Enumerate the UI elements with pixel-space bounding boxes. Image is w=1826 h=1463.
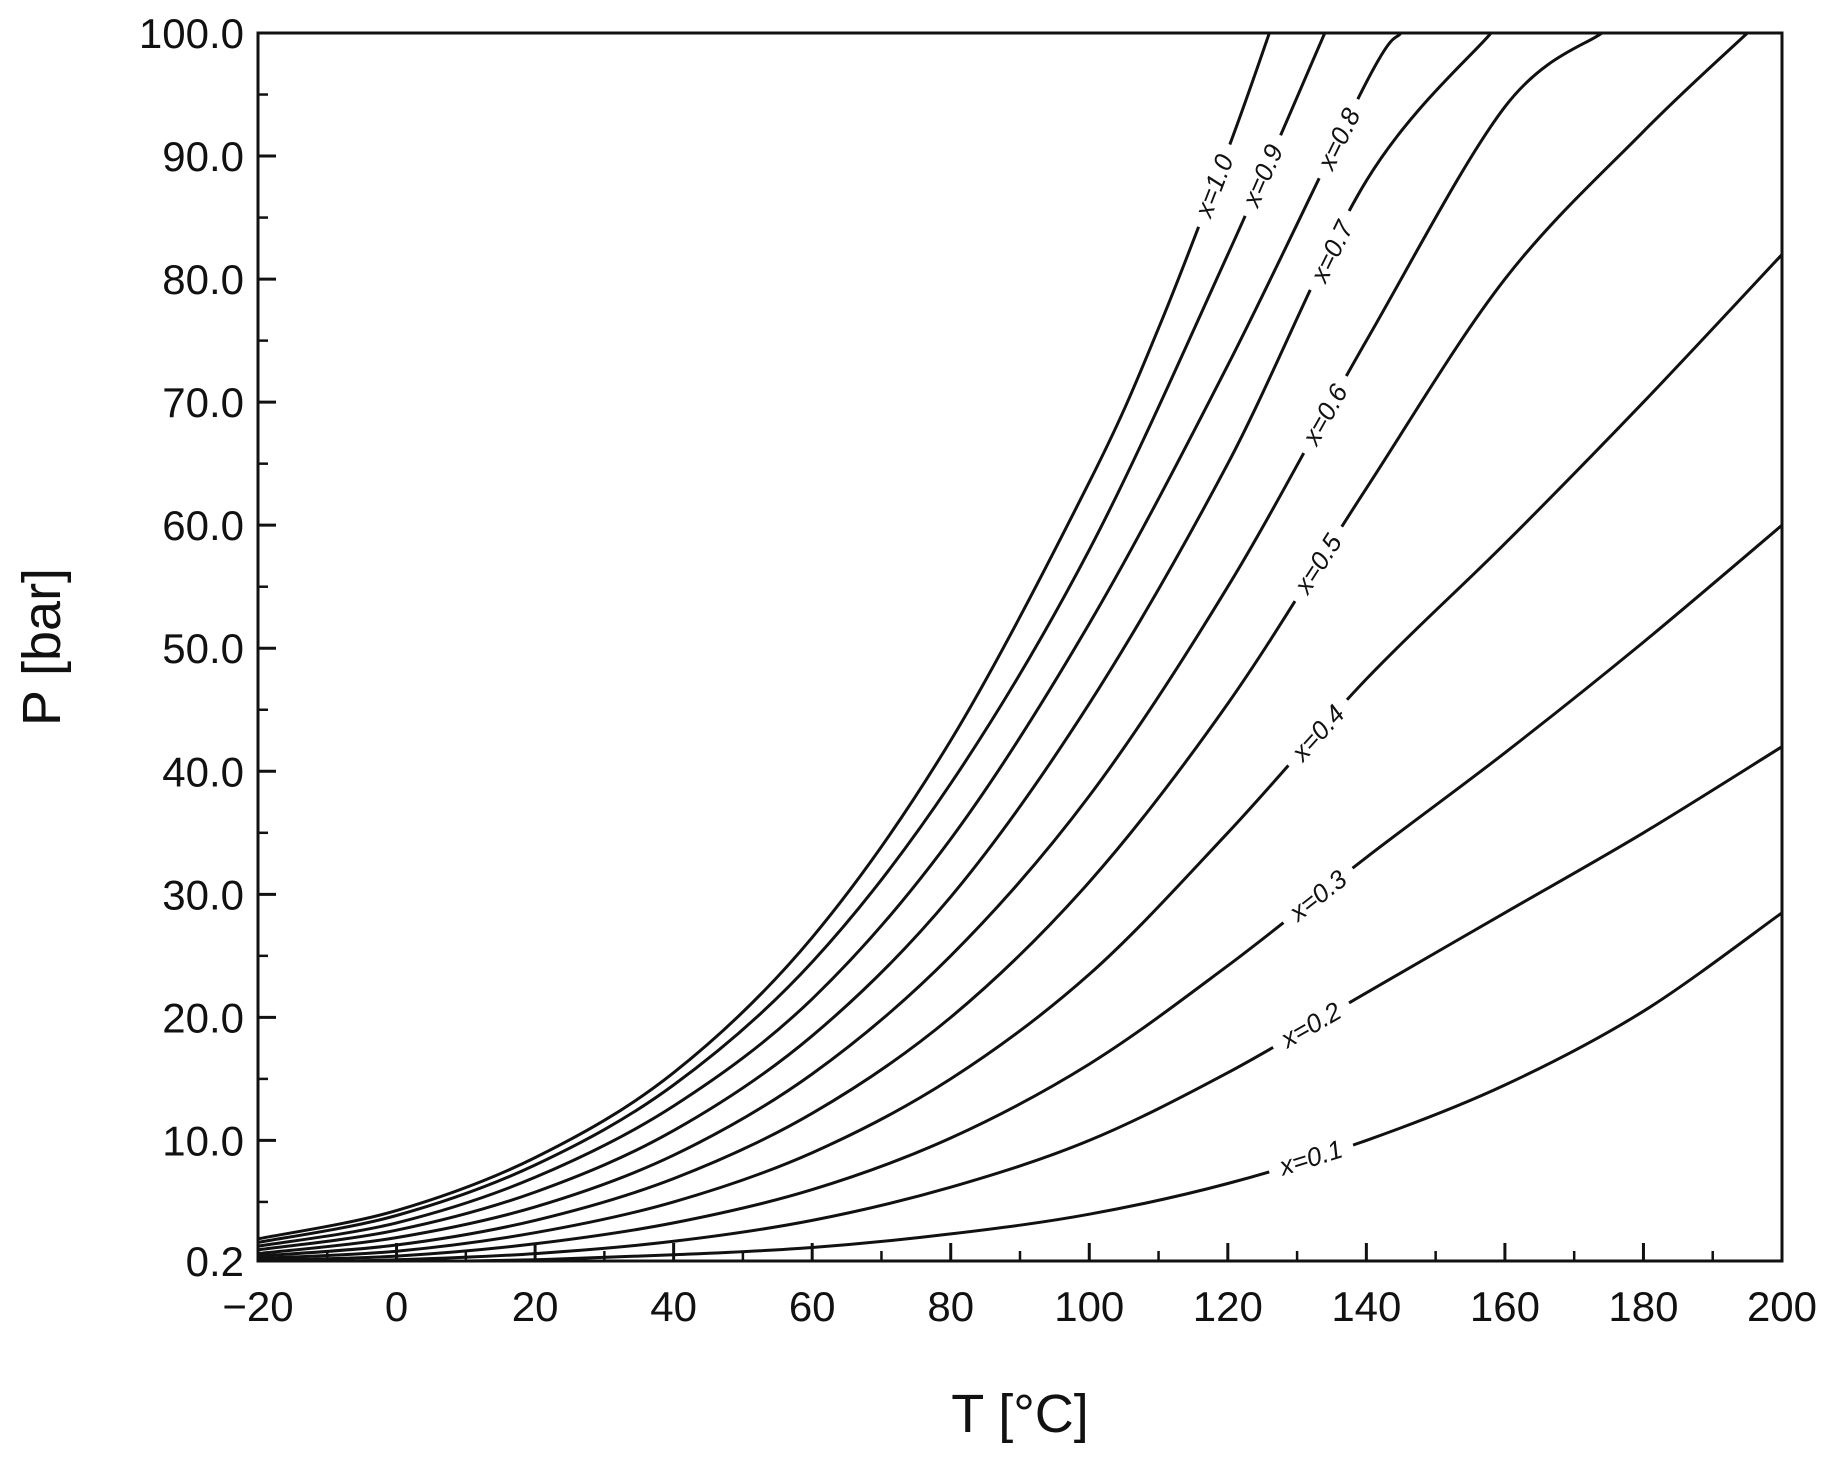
curve-label-group-x-0-9: x=0.9 (1235, 140, 1289, 213)
y-tick-label: 50.0 (162, 625, 244, 672)
curve-label-x-1-0: x=1.0 (1188, 150, 1240, 223)
y-tick-label: 10.0 (162, 1117, 244, 1164)
y-tick-label: 20.0 (162, 994, 244, 1041)
x-tick-label: 0 (385, 1283, 408, 1330)
series-line-x-0-2 (258, 745, 1782, 1261)
curve-label-group-x-0-6: x=0.6 (1295, 379, 1354, 452)
series-line-x-0-8 (258, 33, 1403, 1248)
y-tick-label: 40.0 (162, 748, 244, 795)
x-tick-label: −20 (222, 1283, 293, 1330)
curve-label-group-x-0-2: x=0.2 (1274, 995, 1347, 1054)
x-tick-label: 80 (927, 1283, 974, 1330)
series-line-x-0-5 (258, 33, 1749, 1258)
y-axis-title: P [bar] (12, 568, 72, 726)
series-line-x-0-1 (370, 911, 1782, 1261)
curve-label-group-x-0-7: x=0.7 (1303, 215, 1360, 289)
x-tick-label: 40 (650, 1283, 697, 1330)
y-tick-label: 0.2 (186, 1238, 244, 1285)
y-tick-label: 30.0 (162, 871, 244, 918)
curve-label-x-0-1: x=0.1 (1274, 1134, 1346, 1182)
curve-label-group-x-0-1: x=0.1 (1274, 1134, 1346, 1182)
curve-label-x-0-9: x=0.9 (1235, 140, 1289, 213)
curve-label-group-x-0-3: x=0.3 (1282, 863, 1353, 928)
x-tick-label: 100 (1054, 1283, 1124, 1330)
curve-label-group-x-1-0: x=1.0 (1188, 150, 1240, 223)
curves-layer (258, 33, 1782, 1261)
x-axis-title: T [°C] (951, 1384, 1089, 1444)
curve-label-x-0-2: x=0.2 (1274, 995, 1347, 1054)
curve-label-x-0-6: x=0.6 (1295, 379, 1354, 452)
curve-label-group-x-0-5: x=0.5 (1287, 528, 1348, 600)
series-line-x-1-0 (258, 33, 1271, 1241)
series-line-x-0-4 (258, 253, 1782, 1260)
curve-label-x-0-7: x=0.7 (1303, 215, 1360, 289)
series-line-x-0-7 (258, 33, 1493, 1252)
x-tick-label: 200 (1747, 1283, 1817, 1330)
curve-label-x-0-8: x=0.8 (1310, 103, 1366, 176)
series-line-x-0-6 (258, 33, 1604, 1256)
y-tick-label: 60.0 (162, 502, 244, 549)
curve-label-x-0-3: x=0.3 (1282, 863, 1353, 928)
curve-label-x-0-5: x=0.5 (1287, 528, 1348, 600)
y-tick-label: 70.0 (162, 379, 244, 426)
y-tick-label: 80.0 (162, 256, 244, 303)
plot-frame (256, 31, 1784, 1263)
x-tick-label: 20 (512, 1283, 559, 1330)
curve-label-group-x-0-8: x=0.8 (1310, 103, 1366, 176)
series-line-x-0-9 (258, 33, 1327, 1244)
y-tick-label: 100.0 (139, 10, 244, 57)
x-tick-label: 140 (1331, 1283, 1401, 1330)
x-tick-label: 120 (1193, 1283, 1263, 1330)
x-tick-label: 60 (789, 1283, 836, 1330)
x-tick-label: 160 (1470, 1283, 1540, 1330)
series-line-x-0-3 (258, 523, 1782, 1261)
ticks-layer: −20 0 20 40 60 80 100 120 140 160 180 200 0.2 10.0 20.… (139, 10, 1817, 1330)
x-tick-label: 180 (1608, 1283, 1678, 1330)
y-tick-label: 90.0 (162, 133, 244, 180)
